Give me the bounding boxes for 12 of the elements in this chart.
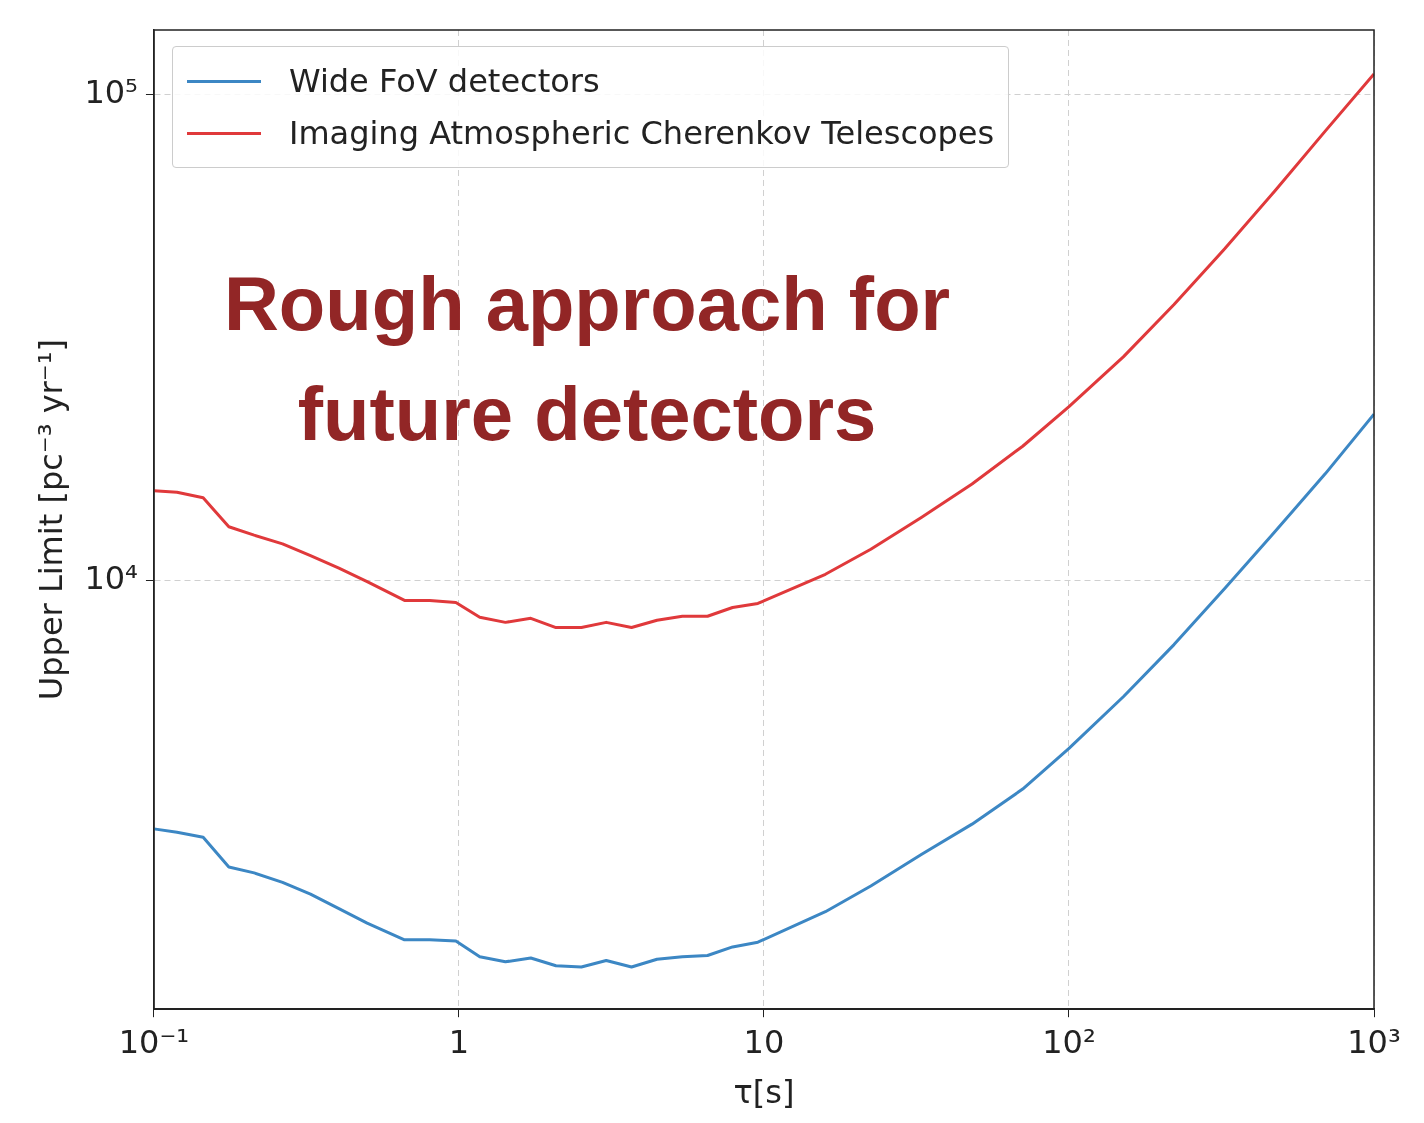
legend-label: Imaging Atmospheric Cherenkov Telescopes: [288, 114, 995, 152]
x-tick-label: 10: [743, 1022, 785, 1061]
y-axis-title: Upper Limit [pc⁻³ yr⁻¹]: [31, 339, 70, 701]
x-tick-label: 10²: [1042, 1022, 1096, 1061]
x-axis-title: τ[s]: [733, 1073, 795, 1112]
x-tick-label: 10⁻¹: [118, 1022, 190, 1061]
legend-label: Wide FoV detectors: [288, 62, 600, 100]
x-tick-label: 10³: [1347, 1022, 1401, 1061]
y-tick-label: 10⁴: [84, 558, 138, 597]
annotation: Rough approach for future detectors: [223, 261, 951, 456]
y-tick-label: 10⁵: [84, 73, 138, 112]
x-tick-label: 1: [448, 1022, 470, 1061]
